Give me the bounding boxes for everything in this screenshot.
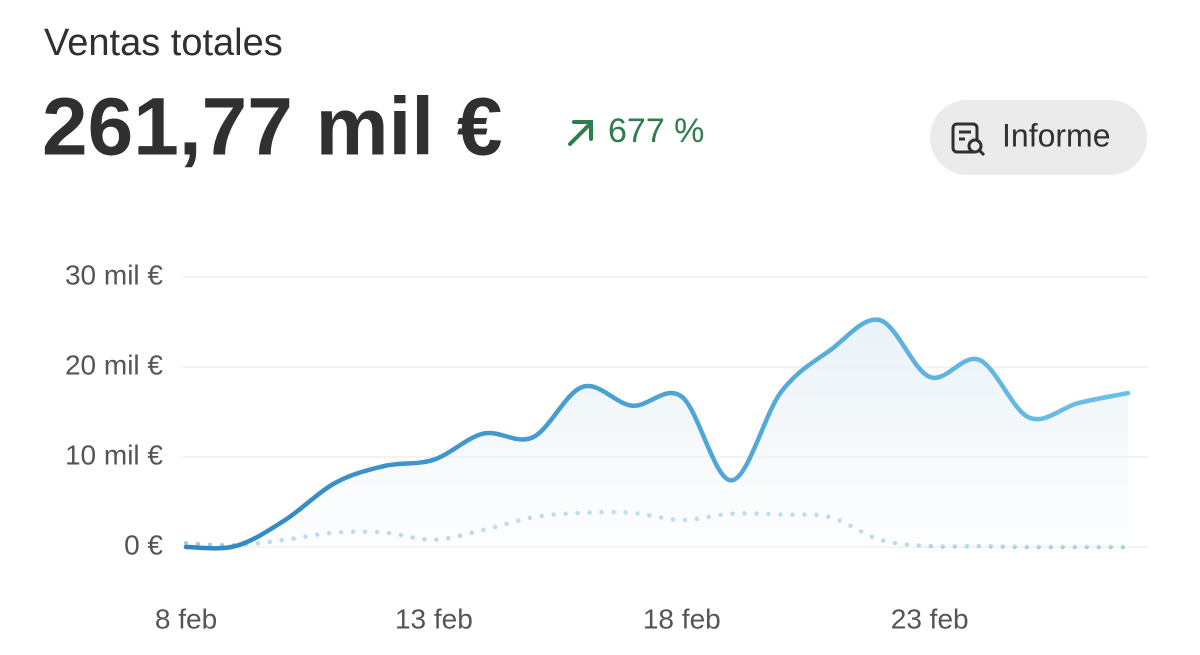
- y-tick-label: 20 mil €: [65, 349, 163, 380]
- x-tick-label: 13 feb: [395, 603, 473, 634]
- change-percent: 677 %: [608, 112, 704, 150]
- card-title: Ventas totales: [44, 22, 283, 64]
- y-tick-label: 30 mil €: [65, 259, 163, 290]
- y-tick-label: 10 mil €: [65, 439, 163, 470]
- x-tick-label: 23 feb: [891, 603, 969, 634]
- y-tick-label: 0 €: [124, 529, 163, 560]
- series-line: [183, 317, 1131, 551]
- x-tick-label: 18 feb: [643, 603, 721, 634]
- series-area: [186, 319, 1128, 549]
- button-label[interactable]: Informe: [1002, 117, 1110, 153]
- x-tick-label: 8 feb: [155, 603, 217, 634]
- total-value: 261,77 mil €: [42, 82, 502, 173]
- trend-arrow: [568, 120, 593, 146]
- report-button[interactable]: Informe: [930, 100, 1147, 175]
